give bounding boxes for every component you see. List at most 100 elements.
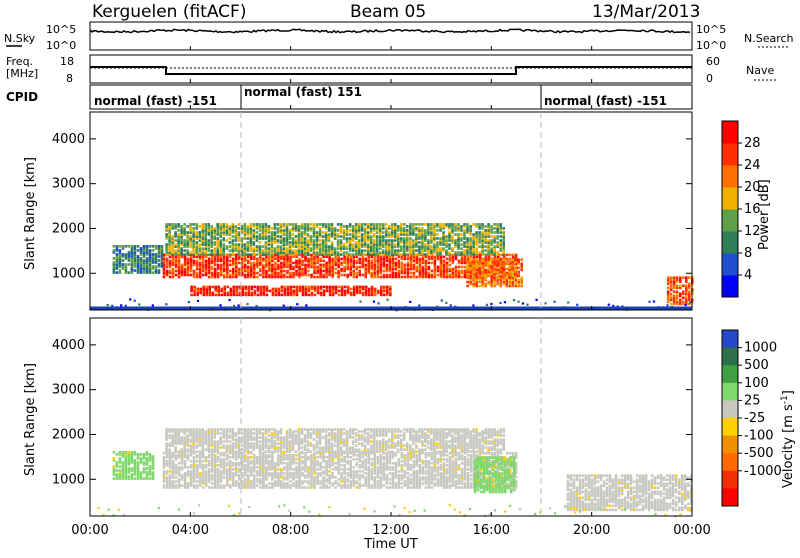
power-cell bbox=[134, 245, 137, 248]
velocity-cell bbox=[389, 478, 392, 481]
power-cell bbox=[310, 227, 313, 230]
power-cell bbox=[418, 223, 421, 226]
power-cell bbox=[325, 262, 328, 265]
velocity-cell bbox=[346, 472, 349, 475]
power-cell bbox=[313, 239, 316, 242]
power-cell bbox=[358, 239, 361, 242]
velocity-cell bbox=[223, 484, 226, 487]
power-cell bbox=[120, 304, 122, 306]
velocity-cell bbox=[307, 466, 310, 469]
power-cell bbox=[238, 231, 241, 234]
velocity-cell bbox=[122, 451, 125, 454]
velocity-cell bbox=[292, 454, 295, 457]
station-title: Kerguelen (fitACF) bbox=[92, 2, 246, 22]
velocity-cell bbox=[346, 468, 349, 471]
power-cell bbox=[373, 301, 375, 303]
velocity-cell bbox=[238, 462, 241, 465]
power-cell bbox=[451, 235, 454, 238]
power-cell bbox=[340, 262, 343, 265]
power-cell bbox=[163, 254, 166, 257]
power-cell bbox=[410, 254, 413, 257]
power-cell bbox=[165, 243, 168, 246]
velocity-cell bbox=[205, 456, 208, 459]
power-cell bbox=[316, 231, 319, 234]
power-cell bbox=[262, 245, 265, 248]
power-cell bbox=[328, 223, 331, 226]
power-cell bbox=[193, 260, 196, 263]
power-cell bbox=[490, 247, 493, 250]
power-cell bbox=[122, 253, 125, 256]
power-cell bbox=[331, 241, 334, 244]
velocity-cell bbox=[404, 480, 407, 483]
power-cell bbox=[436, 233, 439, 236]
power-cell bbox=[190, 294, 193, 297]
velocity-cell bbox=[184, 460, 187, 463]
power-cell bbox=[165, 233, 168, 236]
velocity-cell bbox=[140, 457, 143, 460]
power-cell bbox=[496, 277, 499, 280]
power-cell bbox=[128, 271, 131, 274]
power-cell bbox=[205, 286, 208, 289]
power-cell bbox=[337, 239, 340, 242]
power-cell bbox=[413, 264, 416, 267]
power-cell bbox=[217, 264, 220, 267]
power-cell bbox=[460, 225, 463, 228]
power-cell bbox=[517, 301, 519, 303]
power-cell bbox=[311, 286, 314, 289]
power-cell bbox=[349, 253, 352, 256]
power-cell bbox=[437, 274, 440, 277]
velocity-cell bbox=[313, 476, 316, 479]
power-cell bbox=[193, 270, 196, 273]
power-cell bbox=[389, 256, 392, 259]
velocity-cell bbox=[149, 465, 152, 468]
power-cell bbox=[368, 288, 371, 291]
power-cell bbox=[467, 256, 470, 259]
velocity-cell bbox=[223, 452, 226, 455]
power-cell bbox=[283, 274, 286, 277]
power-cell bbox=[425, 260, 428, 263]
power-cell bbox=[338, 286, 341, 289]
power-cell bbox=[343, 266, 346, 269]
power-cell bbox=[346, 245, 349, 248]
power-cell bbox=[355, 241, 358, 244]
power-cell bbox=[213, 241, 216, 244]
velocity-cell bbox=[328, 470, 331, 473]
power-cell bbox=[349, 223, 352, 226]
power-cell bbox=[280, 235, 283, 238]
power-cell bbox=[427, 239, 430, 242]
velocity-cell bbox=[277, 472, 280, 475]
velocity-cell bbox=[349, 480, 352, 483]
velocity-cell bbox=[383, 456, 386, 459]
power-cell bbox=[253, 247, 256, 250]
power-cell bbox=[522, 302, 524, 304]
power-cell bbox=[424, 243, 427, 246]
velocity-cell bbox=[274, 480, 277, 483]
power-cell bbox=[257, 294, 260, 297]
power-cell bbox=[140, 247, 143, 250]
power-range-tick-label: 4000 bbox=[52, 132, 85, 147]
power-cell bbox=[119, 249, 122, 252]
velocity-cell bbox=[355, 458, 358, 461]
power-cell bbox=[201, 247, 204, 250]
velocity-cell bbox=[380, 476, 383, 479]
velocity-cell bbox=[422, 476, 425, 479]
power-cell bbox=[254, 290, 257, 293]
power-cell bbox=[177, 233, 180, 236]
power-cell bbox=[301, 223, 304, 226]
velocity-cell bbox=[205, 464, 208, 467]
power-cell bbox=[493, 269, 496, 272]
velocity-cell bbox=[425, 476, 428, 479]
power-cell bbox=[238, 223, 241, 226]
power-cell bbox=[343, 229, 346, 232]
power-cell bbox=[271, 264, 274, 267]
cpid-segment-3: normal (fast) -151 bbox=[544, 94, 667, 108]
velocity-cell bbox=[149, 477, 152, 480]
power-cell bbox=[146, 245, 149, 248]
power-cell bbox=[502, 231, 505, 234]
power-cell bbox=[484, 269, 487, 272]
power-cell bbox=[292, 262, 295, 265]
power-cell bbox=[220, 294, 223, 297]
power-cell bbox=[313, 223, 316, 226]
power-cell bbox=[254, 286, 257, 289]
power-cell bbox=[174, 223, 177, 226]
